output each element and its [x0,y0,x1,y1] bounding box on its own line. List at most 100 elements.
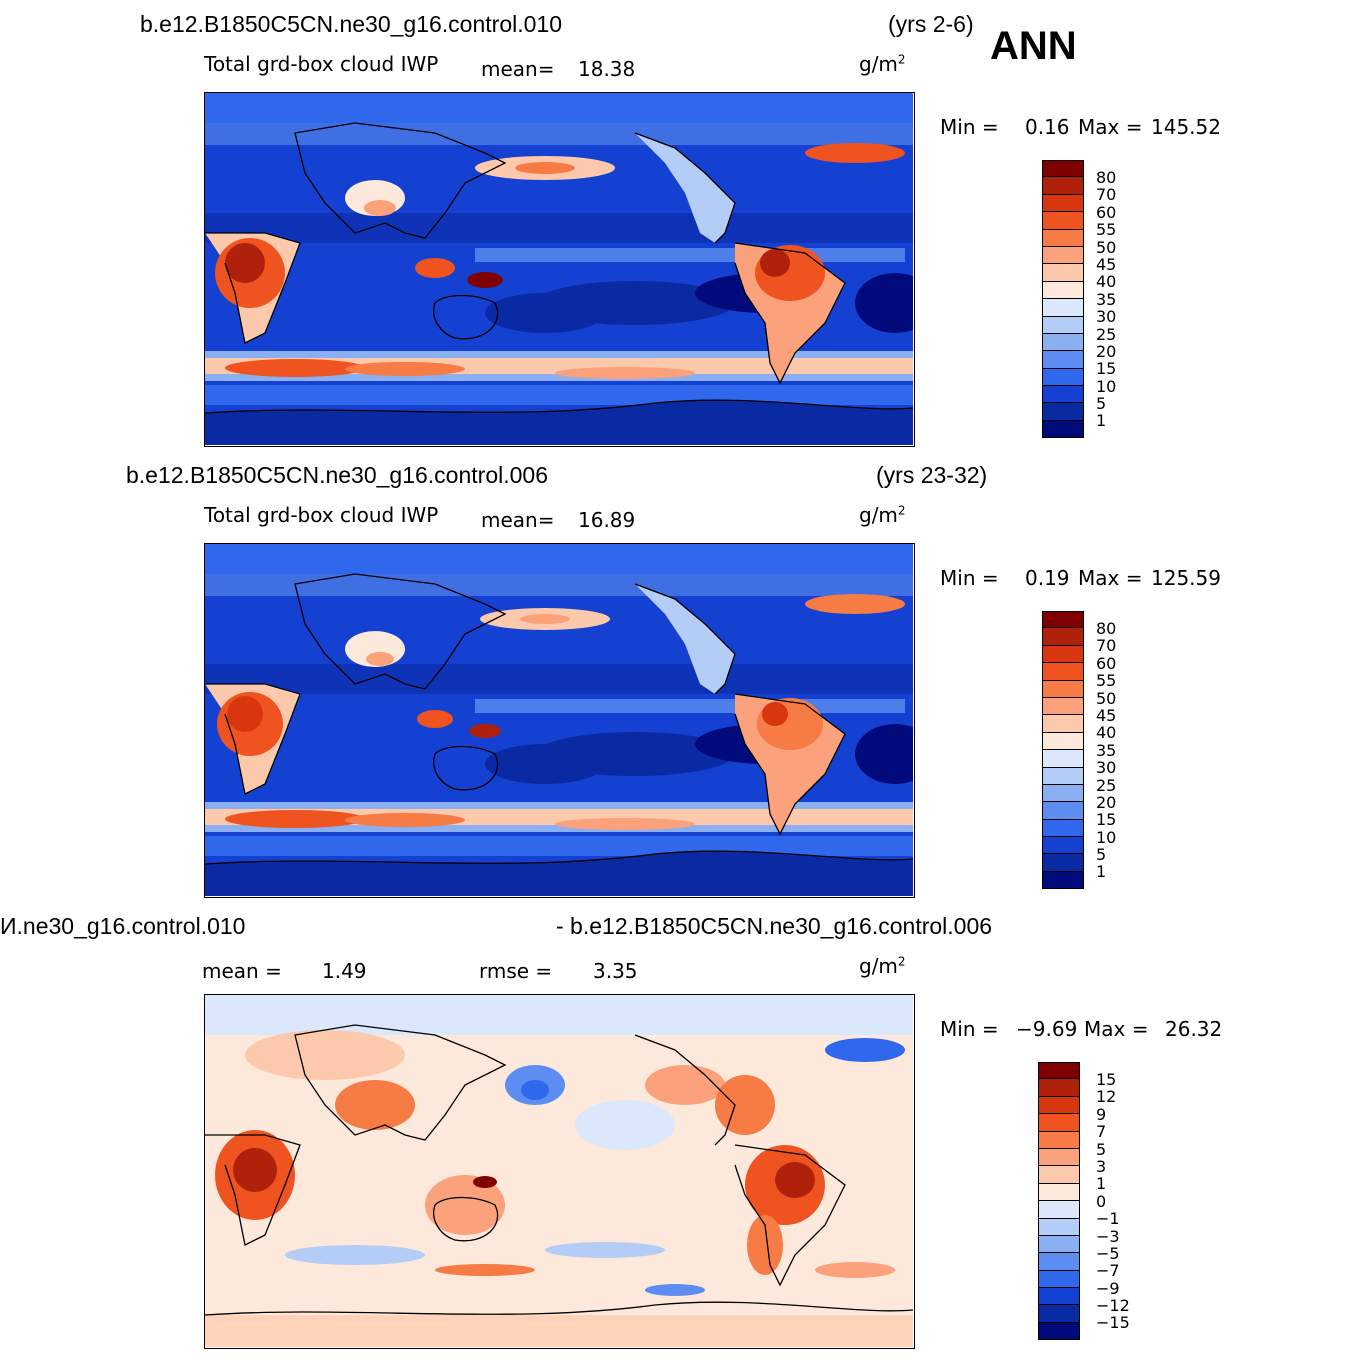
panel3-level-label: 9 [1096,1104,1107,1124]
panel3-colorbar-swatch [1038,1270,1080,1289]
panel1-level-label: 60 [1096,202,1117,222]
panel1-colorbar [1042,160,1084,439]
panel3-colorbar-swatch [1038,1114,1080,1132]
panel2-level-label: 20 [1096,792,1117,812]
panel3-level-label: 1 [1096,1174,1107,1194]
panel2-colorbar-swatch [1042,628,1084,646]
panel2-colorbar-swatch [1042,837,1084,855]
panel3-min-value: −9.69 [1016,1017,1078,1041]
panel1-map [204,92,915,447]
panel3-level-label: −7 [1096,1261,1120,1281]
panel3-units: g/m2 [859,954,906,978]
panel2-level-label: 80 [1096,619,1117,638]
panel2-level-label: 30 [1096,758,1117,778]
panel1-level-label: 5 [1096,394,1107,414]
panel1-level-label: 30 [1096,307,1117,327]
panel1-colorbar-labels: 80 70 60 55 50 45 40 35 30 25 20 15 10 5… [1096,169,1116,430]
panel1-colorbar-swatch [1042,368,1084,387]
panel1-colorbar-swatch [1042,316,1084,334]
panel2-level-label: 5 [1096,845,1107,865]
panel2-years: (yrs 23-32) [876,462,988,488]
panel1-max-label: Max = [1078,115,1143,139]
panel2-colorbar-swatch [1042,784,1084,803]
panel3-level-label: −15 [1096,1313,1130,1333]
panel1-min-value: 0.16 [1025,115,1070,139]
panel1-colorbar-swatch [1042,229,1084,247]
panel1-colorbar-swatch [1042,177,1084,195]
panel3-colorbar-swatch [1038,1201,1080,1219]
panel1-colorbar-swatch [1042,246,1084,265]
panel3-colorbar-swatch [1038,1235,1080,1254]
panel1-level-label: 40 [1096,272,1117,292]
panel3-colorbar-swatch [1038,1288,1080,1306]
panel2-level-label: 10 [1096,827,1117,847]
panel1-level-label: 45 [1096,254,1117,274]
panel1-colorbar-swatch [1042,403,1084,421]
panel2-level-label: 40 [1096,723,1117,743]
panel3-level-label: −5 [1096,1243,1120,1263]
panel1-variable: Total grd-box cloud IWP [204,52,439,76]
panel2-map-field [205,544,913,896]
panel3-level-label: 5 [1096,1139,1107,1159]
panel2-colorbar-swatch [1042,732,1084,751]
panel3-colorbar-swatch [1038,1079,1080,1097]
panel1-level-label: 10 [1096,376,1117,396]
panel2-max-value: 125.59 [1151,566,1221,590]
panel3-level-label: −3 [1096,1226,1120,1246]
panel2-level-label: 60 [1096,653,1117,673]
panel1-level-label: 55 [1096,220,1117,240]
panel2-colorbar-labels: 80 70 60 55 50 45 40 35 30 25 20 15 10 5… [1096,620,1116,881]
panel2-colorbar-swatch [1042,715,1084,733]
panel2-colorbar-swatch [1042,819,1084,838]
panel3-case-left: И.ne30_g16.control.010 [0,913,246,939]
panel3-colorbar-labels: 15 12 9 7 5 3 1 0 −1 −3 −5 −7 −9 −12 −15 [1096,1071,1130,1332]
panel3-colorbar-swatch [1038,1148,1080,1167]
panel2-level-label: 50 [1096,688,1117,708]
panel3-colorbar-swatch [1038,1062,1080,1080]
panel2-colorbar-swatch [1042,697,1084,716]
panel1-map-field [205,93,913,445]
panel1-min-label: Min = [940,115,999,139]
panel2-max-label: Max = [1078,566,1143,590]
panel1-years: (yrs 2-6) [888,11,974,37]
panel1-colorbar-swatch [1042,281,1084,300]
panel2-min-value: 0.19 [1025,566,1070,590]
panel1-level-label: 15 [1096,359,1117,379]
panel2-level-label: 55 [1096,671,1117,691]
panel3-min-label: Min = [940,1017,999,1041]
panel2-colorbar [1042,611,1084,890]
panel2-mean-value: 16.89 [578,508,636,532]
panel3-colorbar-swatch [1038,1166,1080,1184]
panel3-map [204,994,915,1349]
panel3-colorbar-swatch [1038,1218,1080,1236]
panel3-mean-value: 1.49 [322,959,367,983]
season-label: ANN [990,24,1077,68]
panel2-colorbar-swatch [1042,645,1084,664]
panel1-level-label: 70 [1096,185,1117,205]
panel3-colorbar-swatch [1038,1096,1080,1115]
panel2-colorbar-swatch [1042,871,1084,890]
panel1-mean-value: 18.38 [578,57,636,81]
panel1-colorbar-swatch [1042,160,1084,178]
panel3-level-label: 12 [1096,1087,1117,1107]
panel3-colorbar-swatch [1038,1131,1080,1149]
panel1-max-value: 145.52 [1151,115,1221,139]
panel3-max-value: 26.32 [1165,1017,1223,1041]
panel2-level-label: 35 [1096,740,1117,760]
panel1-level-label: 80 [1096,168,1117,187]
panel2-level-label: 45 [1096,705,1117,725]
panel1-level-label: 50 [1096,237,1117,257]
panel1-units: g/m2 [859,52,906,76]
panel2-case-title: b.e12.B1850C5CN.ne30_g16.control.006 [126,462,548,488]
panel2-mean-label: mean= [481,508,555,532]
panel3-colorbar-swatch [1038,1305,1080,1323]
panel1-level-label: 1 [1096,411,1107,431]
panel1-case-title: b.e12.B1850C5CN.ne30_g16.control.010 [140,11,562,37]
panel3-colorbar-swatch [1038,1183,1080,1202]
panel3-level-label: −9 [1096,1278,1120,1298]
panel2-variable: Total grd-box cloud IWP [204,503,439,527]
panel3-colorbar-swatch [1038,1253,1080,1271]
panel1-colorbar-swatch [1042,264,1084,282]
panel3-rmse-label: rmse = [479,959,553,983]
panel2-level-label: 70 [1096,636,1117,656]
